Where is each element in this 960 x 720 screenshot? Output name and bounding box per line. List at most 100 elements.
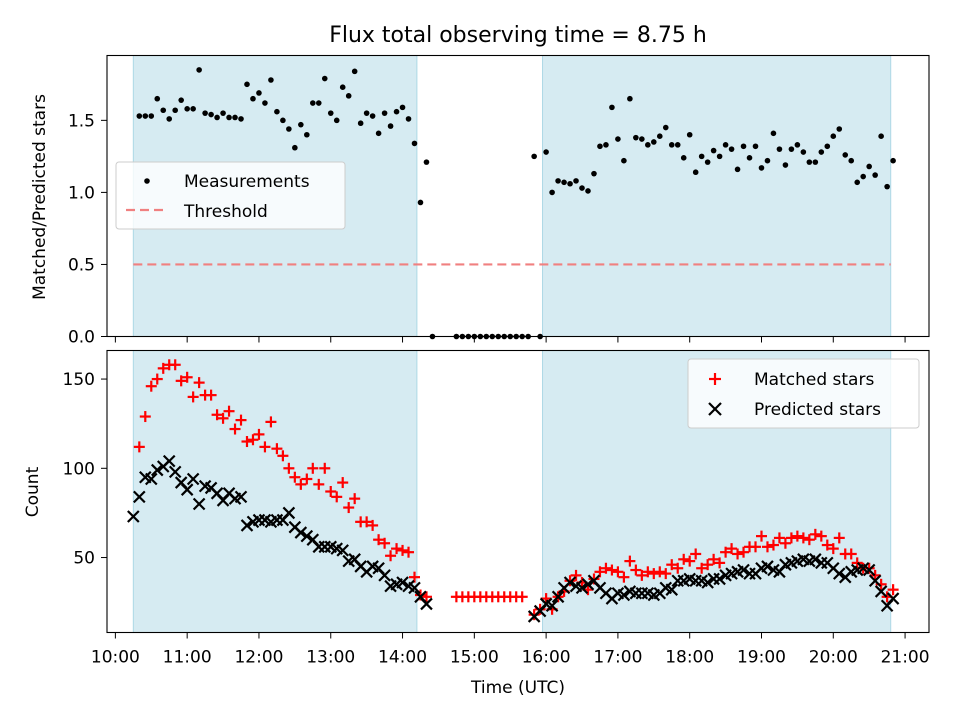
measurement-point bbox=[668, 142, 675, 148]
matched-star-point bbox=[516, 591, 528, 603]
measurement-point bbox=[674, 142, 681, 148]
matched-star-point bbox=[271, 443, 283, 455]
matched-star-point bbox=[289, 471, 301, 483]
matched-star-point bbox=[642, 566, 654, 578]
measurement-point bbox=[142, 113, 149, 119]
measurement-point bbox=[698, 153, 705, 160]
measurement-point bbox=[686, 131, 693, 138]
measurement-point bbox=[309, 100, 316, 106]
chart-title: Flux total observing time = 8.75 h bbox=[329, 23, 707, 48]
measurement-point bbox=[256, 90, 262, 96]
matched-star-point bbox=[295, 478, 307, 490]
bottom-y-axis-ticks: 50 100 150 bbox=[63, 370, 107, 569]
matched-star-point bbox=[636, 569, 648, 581]
predicted-star-point bbox=[701, 576, 714, 589]
matched-star-point bbox=[343, 502, 355, 514]
measurement-point bbox=[202, 110, 208, 116]
predicted-star-point bbox=[665, 583, 679, 596]
matched-star-point bbox=[349, 493, 361, 505]
measurement-point bbox=[651, 139, 657, 145]
bottom-legend: Matched stars Predicted stars bbox=[687, 358, 920, 429]
matched-star-point bbox=[821, 539, 833, 551]
matched-star-point bbox=[247, 434, 259, 446]
top-panel: 0.0 0.5 1.0 1.5 Matched/Predicted stars Mea… bbox=[30, 54, 930, 348]
legend-matched-label: Matched stars bbox=[754, 370, 874, 390]
measurement-point bbox=[160, 107, 167, 114]
matched-star-point bbox=[169, 359, 181, 371]
measurement-point bbox=[226, 114, 232, 121]
top-legend: Measurements Threshold bbox=[115, 161, 346, 230]
x-tick-label: 15:00 bbox=[450, 648, 499, 668]
matched-star-point bbox=[373, 534, 385, 546]
matched-star-point bbox=[283, 462, 295, 474]
matched-star-point bbox=[205, 389, 217, 401]
measurement-point bbox=[656, 133, 663, 139]
measurement-point bbox=[591, 170, 597, 177]
matched-star-point bbox=[157, 362, 169, 374]
matched-star-point bbox=[666, 559, 678, 571]
predicted-star-point bbox=[180, 483, 194, 496]
legend-threshold-label: Threshold bbox=[183, 202, 268, 222]
matched-star-point bbox=[606, 564, 618, 576]
matched-star-point bbox=[732, 548, 744, 560]
measurement-point bbox=[286, 126, 292, 132]
measurement-point bbox=[752, 143, 759, 150]
measurement-point bbox=[280, 117, 286, 124]
measurement-point bbox=[776, 146, 783, 152]
matched-star-point bbox=[618, 571, 630, 583]
measurement-point bbox=[884, 183, 890, 190]
measurement-point bbox=[878, 133, 884, 139]
measurement-point bbox=[363, 110, 370, 116]
predicted-star-point bbox=[886, 592, 900, 605]
measurement-point bbox=[411, 140, 418, 147]
predicted-star-point bbox=[168, 465, 182, 479]
x-tick-label: 12:00 bbox=[234, 648, 283, 668]
x-tick-label: 18:00 bbox=[665, 648, 714, 668]
matched-star-point bbox=[367, 519, 379, 531]
matched-star-point bbox=[181, 371, 193, 383]
measurement-point bbox=[417, 199, 424, 206]
measurement-point bbox=[238, 116, 244, 122]
measurement-point bbox=[351, 68, 358, 75]
measurement-point bbox=[357, 120, 364, 127]
measurement-point bbox=[166, 116, 173, 122]
measurement-point bbox=[603, 142, 609, 148]
matched-star-point bbox=[630, 564, 642, 576]
matched-star-point bbox=[600, 562, 612, 574]
matched-star-point bbox=[313, 478, 325, 490]
measurement-point bbox=[136, 113, 143, 119]
measurement-point bbox=[848, 157, 855, 164]
bottom-legend-box bbox=[687, 358, 920, 429]
matched-star-point bbox=[654, 566, 666, 578]
predicted-star-point bbox=[563, 576, 577, 589]
measurement-point bbox=[800, 149, 807, 155]
matched-star-point bbox=[690, 548, 702, 560]
measurement-point bbox=[704, 159, 711, 165]
matched-star-point bbox=[797, 532, 809, 544]
measurement-point bbox=[304, 131, 310, 138]
predicted-star-point bbox=[234, 490, 248, 504]
matched-star-point bbox=[672, 562, 684, 574]
measurement-point bbox=[549, 189, 555, 196]
matched-star-point bbox=[767, 539, 779, 551]
measurement-point bbox=[770, 130, 777, 137]
measurement-point bbox=[268, 77, 274, 83]
matched-star-point bbox=[133, 441, 145, 453]
measurement-point bbox=[567, 180, 573, 187]
predicted-star-point bbox=[617, 588, 631, 602]
measurement-point bbox=[345, 93, 352, 99]
matched-star-point bbox=[534, 603, 546, 615]
measurement-point bbox=[375, 130, 382, 137]
matched-star-point bbox=[714, 557, 726, 569]
matched-star-point bbox=[869, 569, 881, 581]
measurement-point bbox=[423, 159, 430, 165]
matched-star-point bbox=[833, 532, 845, 544]
matched-star-point bbox=[827, 543, 839, 555]
matched-star-point bbox=[397, 544, 409, 556]
measurement-point bbox=[627, 95, 633, 102]
predicted-star-point bbox=[133, 490, 146, 504]
measurement-point bbox=[333, 117, 340, 124]
matched-star-point bbox=[151, 373, 163, 385]
bottom-y-axis-label: Count bbox=[23, 466, 43, 517]
